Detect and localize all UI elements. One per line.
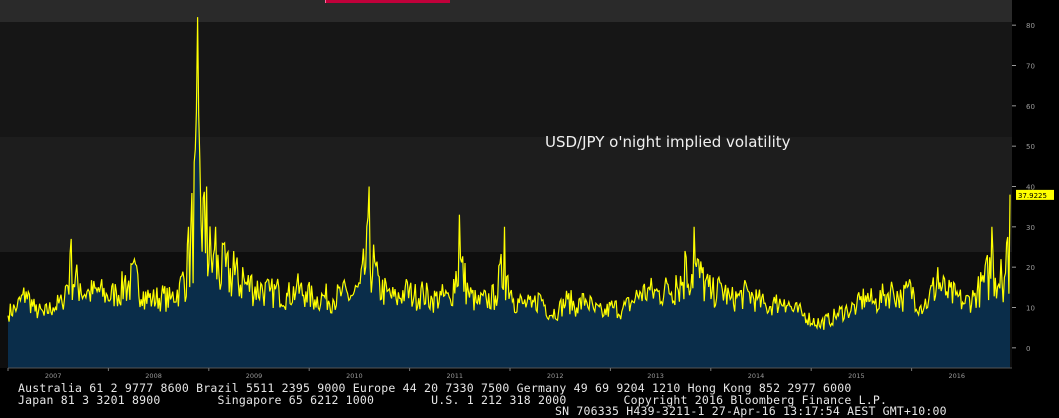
footer-contacts-line: Australia 61 2 9777 8600 Brazil 5511 239… [18,381,852,395]
x-tick-label: 2013 [647,372,664,380]
background-band [0,137,1012,252]
y-tick-label: 80 [1026,22,1035,30]
top-accent-bar [325,0,450,3]
y-tick-label: 60 [1026,103,1035,111]
series-line [7,17,1011,331]
y-tick-label: 30 [1026,224,1035,232]
series-area-fill [8,17,1010,368]
x-tick-label: 2011 [447,372,464,380]
x-tick-label: 2010 [346,372,363,380]
x-tick-label: 2014 [748,372,765,380]
x-tick-label: 2007 [45,372,62,380]
y-tick-label: 40 [1026,184,1035,192]
background-band [0,22,1012,137]
y-tick-label: 0 [1026,345,1030,353]
chart-title: USD/JPY o'night implied volatility [545,133,791,151]
last-value-label: 37.9225 [1018,192,1047,200]
x-tick-label: 2016 [949,372,966,380]
y-tick-label: 10 [1026,305,1035,313]
footer-serial-timestamp: SN 706335 H439-3211-1 27-Apr-16 13:17:54… [555,404,947,418]
x-tick-label: 2015 [848,372,865,380]
background-band [0,0,1012,22]
y-tick-label: 20 [1026,264,1035,272]
x-tick-label: 2012 [547,372,564,380]
x-tick-label: 2008 [145,372,162,380]
y-tick-label: 70 [1026,63,1035,71]
y-tick-label: 50 [1026,143,1035,151]
last-value-badge [1016,189,1054,200]
footer-contacts-copyright-line: Japan 81 3 3201 8900 Singapore 65 6212 1… [18,393,888,407]
x-tick-label: 2009 [246,372,263,380]
volatility-chart: 0 10 20 30 40 50 60 70 80 2007 2008 2009 2010 2011 201… [0,0,1054,380]
top-accent-marker [325,0,326,3]
